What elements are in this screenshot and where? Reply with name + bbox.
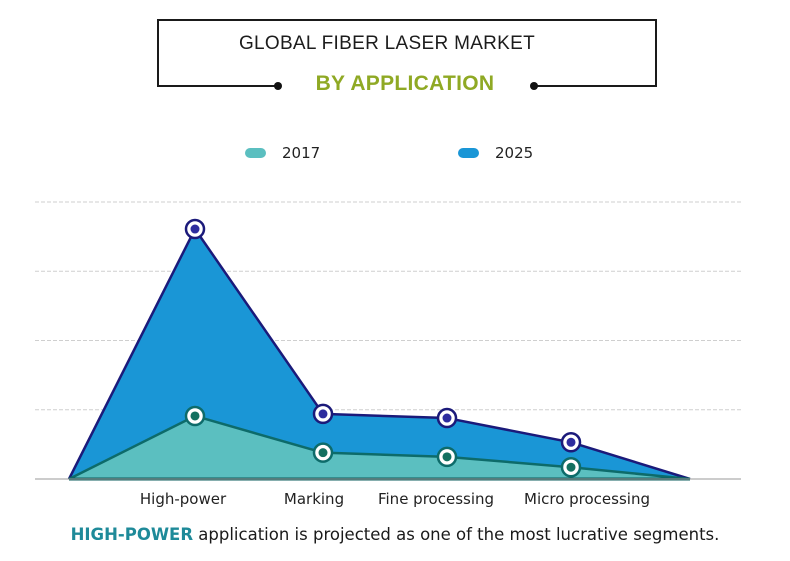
- area-line: [68, 414, 691, 481]
- legend-swatch-2025-icon: [458, 148, 479, 158]
- title-bottom-line-left: [157, 85, 278, 87]
- title-dot-right: [530, 82, 538, 90]
- legend-swatch-2017-icon: [245, 148, 266, 158]
- legend-item-2025[interactable]: 2025: [458, 143, 533, 163]
- x-label-fine-processing: Fine processing: [377, 490, 495, 508]
- area-fill: [69, 415, 690, 479]
- data-point-dot: [442, 452, 452, 462]
- x-label-high-power: High-power: [139, 490, 227, 508]
- title-bottom-line-right: [535, 85, 657, 87]
- data-point-dot: [442, 413, 452, 423]
- footer-text: application is projected as one of the m…: [193, 525, 720, 544]
- title-box-border: [157, 19, 657, 85]
- data-point-dot: [566, 437, 576, 447]
- data-markers: [184, 218, 582, 478]
- legend-item-2017[interactable]: 2017: [245, 143, 320, 163]
- footer-caption: HIGH-POWER application is projected as o…: [0, 525, 790, 544]
- data-point-dot: [190, 224, 200, 234]
- title-dot-left: [274, 82, 282, 90]
- footer-highlight: HIGH-POWER: [70, 525, 194, 544]
- data-point-dot: [318, 409, 328, 419]
- data-point-dot: [190, 411, 200, 421]
- chart-subtitle: BY APPLICATION: [315, 72, 495, 95]
- data-point-dot: [566, 462, 576, 472]
- area-line: [67, 227, 691, 481]
- legend-label-2017: 2017: [282, 144, 321, 162]
- legend-label-2025: 2025: [495, 144, 534, 162]
- x-label-marking: Marking: [283, 490, 345, 508]
- x-label-micro-processing: Micro processing: [524, 490, 650, 508]
- chart-title: GLOBAL FIBER LASER MARKET: [238, 33, 536, 54]
- data-point-dot: [318, 448, 328, 458]
- area-fill: [69, 229, 690, 479]
- series-2025-area: [67, 227, 691, 481]
